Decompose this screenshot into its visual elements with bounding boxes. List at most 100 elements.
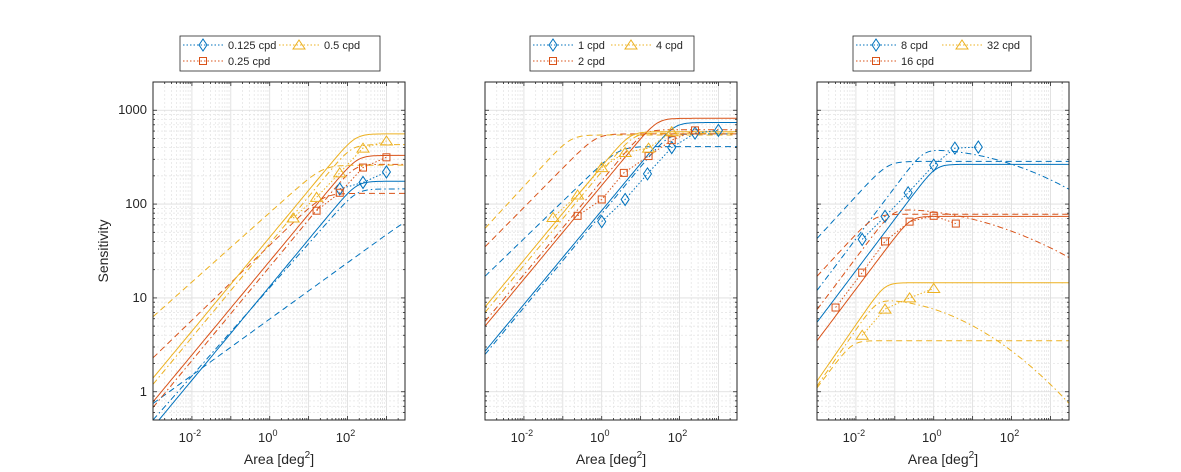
data-point [855,329,870,340]
axes-box [152,81,406,421]
model-curve-dashdot [817,209,1069,310]
data-point [641,142,656,153]
legend-item: 32 cpd [942,39,1020,52]
legend-box [852,35,1032,72]
data-point [878,303,892,314]
series-line [339,171,387,190]
diamond-icon [548,38,558,52]
data-point [903,185,913,200]
x-tick-label: 10-2 [511,428,533,445]
data-point [951,219,960,228]
model-curves [817,149,1069,404]
data-point [594,161,609,173]
data-point [381,165,392,179]
data-point [831,303,840,312]
x-tick-label: 102 [1000,428,1019,445]
y-axis-label: Sensitivity [95,219,111,282]
data-point [642,166,653,181]
triangle-icon [292,39,306,50]
legend: 8 cpd 32 cpd 16 cpd [852,35,1032,72]
series-32-cpd [855,282,941,340]
axes-box [816,81,1070,421]
x-axis-label: Area [deg2] [908,450,978,467]
data-point [858,268,867,277]
model-curve-dashdot [153,144,405,385]
series-0.25-cpd [312,153,391,215]
model-curve-dashed [817,340,1069,389]
diamond-icon [871,38,881,52]
legend-item: 8 cpd [856,38,928,52]
model-curve-dashed [153,164,405,318]
data-point [929,211,938,220]
legend-item: 1 cpd [533,38,605,52]
x-axis-label: Area [deg2] [576,450,646,467]
data-point [309,191,324,202]
x-tick-label: 102 [336,428,355,445]
legend: 0.125 cpd 0.5 cpd 0.25 cpd [179,35,381,72]
legend-item: 4 cpd [611,39,683,52]
plot-area [153,82,405,420]
data-point [950,141,960,156]
legend-label: 16 cpd [901,56,934,68]
model-curve-solid [485,117,737,327]
data-point [929,158,939,173]
series-4-cpd [546,125,679,222]
model-curve-dashed [485,134,737,229]
data-point [691,126,700,135]
model-curve-solid [817,215,1069,342]
data-point [667,136,676,145]
legend-item: 0.125 cpd [183,38,276,52]
legend-label: 8 cpd [901,40,928,52]
legend: 1 cpd 4 cpd 2 cpd [529,35,695,72]
triangle-icon [624,39,638,50]
model-curve-dashdot [817,149,1069,291]
x-tick-label: 102 [668,428,687,445]
data-point [358,175,368,190]
series-16-cpd [831,211,960,312]
data-point [312,206,321,215]
subplot-3: 10-2 100 102 Area [deg2] 8 cpd 32 cpd 16 cpd [816,35,1070,467]
data-point [573,211,582,220]
model-curve-solid [485,131,737,308]
legend-label: 4 cpd [656,40,683,52]
model-curve-dashed [817,160,1069,239]
legend-item: 0.25 cpd [183,56,270,68]
data-point [570,189,585,200]
axes-box [484,81,738,421]
data-point [335,188,344,197]
series-0.5-cpd [286,135,394,223]
data-point [881,237,890,246]
data-point [902,292,917,303]
legend-label: 32 cpd [987,40,1020,52]
y-tick-label: 1 [140,384,147,399]
legend-item: 16 cpd [856,56,934,68]
legend-box [529,35,695,72]
square-icon [549,57,557,65]
data-point [667,140,677,155]
square-icon [199,57,207,65]
data-point [359,163,368,172]
triangle-icon [955,39,969,50]
data-point [286,212,301,223]
model-curve-dashdot [153,188,405,420]
legend-label: 0.125 cpd [228,40,276,52]
model-curve-solid [817,282,1069,382]
legend-item: 0.5 cpd [279,39,360,52]
model-curve-dashed [485,146,737,277]
square-icon [872,57,880,65]
model-curve-solid [153,154,405,403]
x-axis-label: Area [deg2] [244,450,314,467]
model-curve-solid [817,163,1069,323]
subplot-2: 10-2 100 102 Area [deg2] 1 cpd 4 cpd 2 cpd [484,35,738,467]
x-tick-label: 100 [922,428,941,445]
y-tick-label: 10 [133,290,147,305]
data-point [597,195,606,204]
data-point [713,123,724,138]
series-line [861,288,934,336]
grid [816,81,1070,421]
y-tick-label: 1000 [118,102,147,117]
legend-label: 0.5 cpd [324,40,360,52]
legend-box [179,35,381,72]
data-point [379,135,394,146]
